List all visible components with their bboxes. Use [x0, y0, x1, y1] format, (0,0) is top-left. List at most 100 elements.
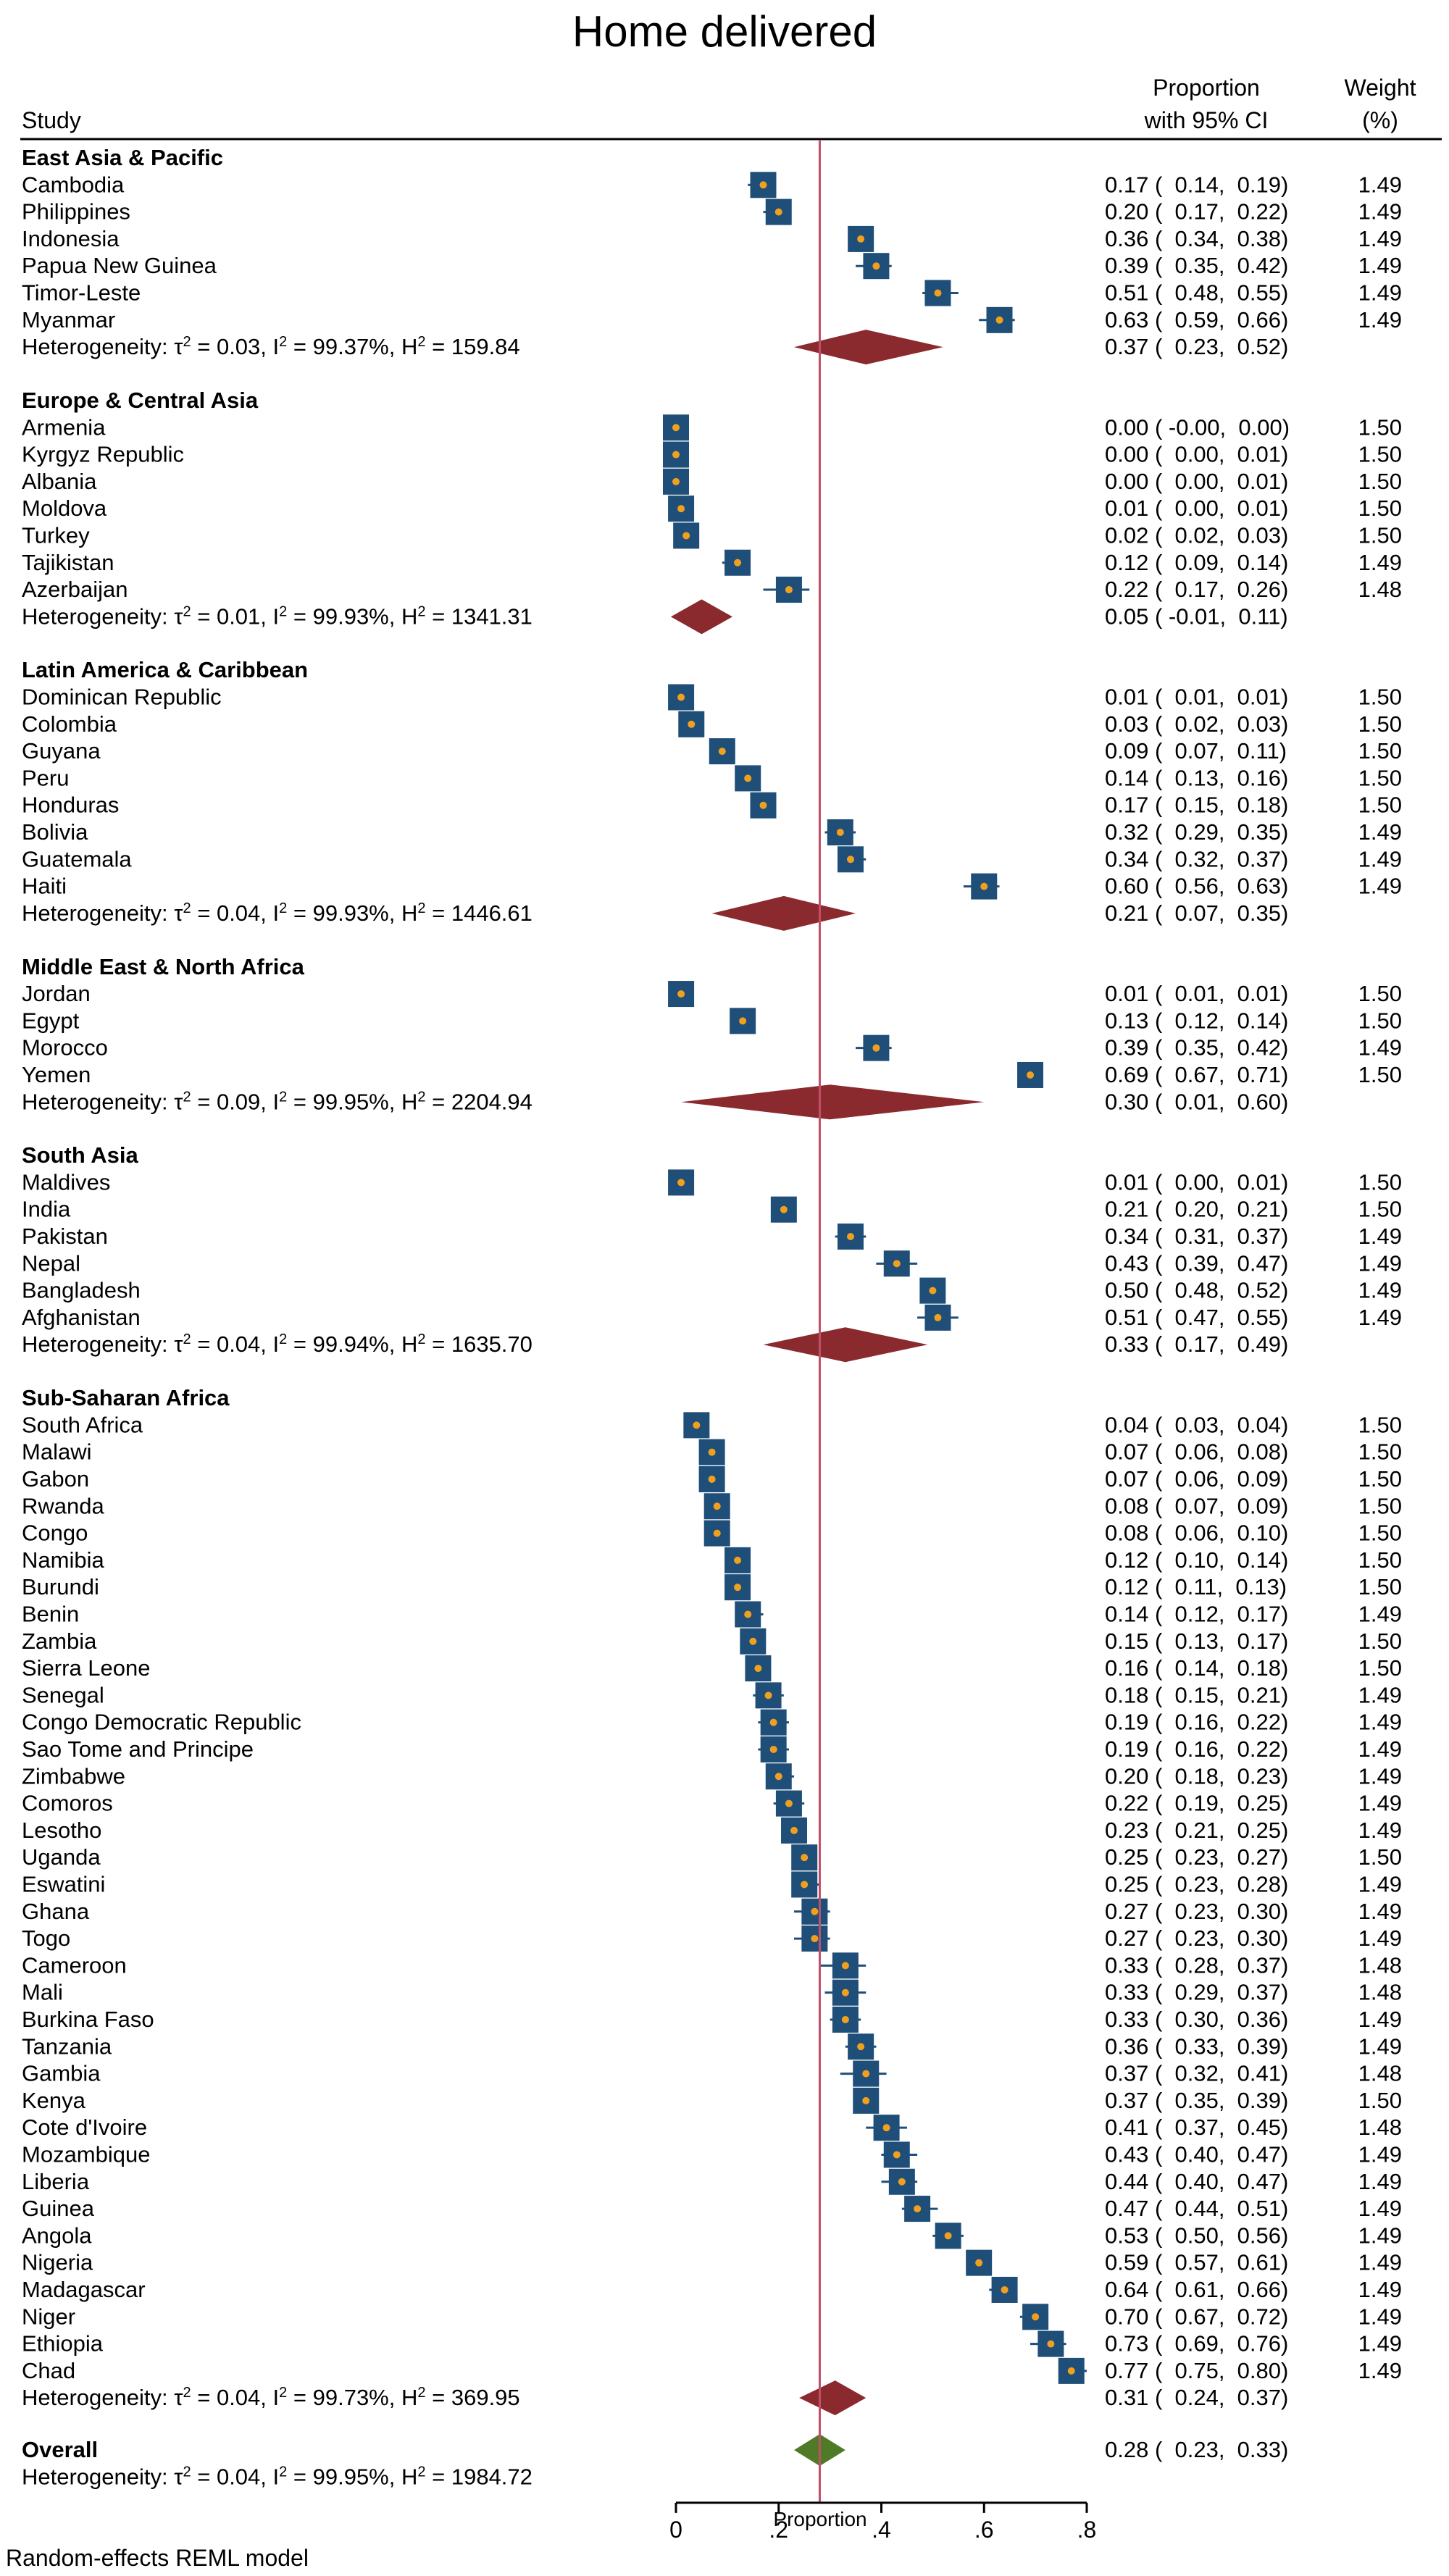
study-row: Mali 0.33 ( 0.29, 0.37) 1.48 [22, 1979, 1402, 2006]
study-label: Congo Democratic Republic [22, 1710, 301, 1735]
study-label: Papua New Guinea [22, 253, 217, 278]
study-label: Guatemala [22, 846, 132, 871]
study-point [934, 289, 942, 297]
study-ci: 0.20 ( 0.18, 0.23) [1105, 1763, 1288, 1789]
study-label: Zambia [22, 1628, 97, 1654]
study-weight: 1.49 [1358, 874, 1402, 899]
study-label: Turkey [22, 522, 90, 548]
study-ci: 0.60 ( 0.56, 0.63) [1105, 874, 1288, 899]
study-row: Senegal 0.18 ( 0.15, 0.21) 1.49 [22, 1682, 1402, 1709]
study-weight: 1.49 [1358, 2196, 1402, 2221]
study-point [672, 477, 680, 485]
study-ci: 0.36 ( 0.33, 0.39) [1105, 2033, 1288, 2059]
study-weight: 1.49 [1358, 1601, 1402, 1626]
study-ci: 0.23 ( 0.21, 0.25) [1105, 1818, 1288, 1843]
study-row: Kenya 0.37 ( 0.35, 0.39) 1.50 [22, 2087, 1402, 2114]
study-weight: 1.49 [1358, 199, 1402, 225]
study-label: Dominican Republic [22, 685, 222, 710]
heterogeneity-stats: Heterogeneity: τ2 = 0.09, I2 = 99.95%, H… [22, 1089, 533, 1114]
study-ci: 0.39 ( 0.35, 0.42) [1105, 1035, 1288, 1061]
study-ci: 0.22 ( 0.19, 0.25) [1105, 1791, 1288, 1816]
study-row: Azerbaijan 0.22 ( 0.17, 0.26) 1.48 [22, 577, 1402, 603]
study-weight: 1.49 [1358, 2169, 1402, 2194]
subgroup-title: Sub-Saharan Africa [22, 1385, 230, 1410]
study-row: Uganda 0.25 ( 0.23, 0.27) 1.50 [22, 1844, 1402, 1871]
study-point [836, 829, 844, 837]
study-ci: 0.01 ( 0.01, 0.01) [1105, 981, 1288, 1006]
study-row: Colombia 0.03 ( 0.02, 0.03) 1.50 [22, 711, 1402, 737]
study-point [693, 1421, 701, 1429]
study-ci: 0.19 ( 0.16, 0.22) [1105, 1736, 1288, 1762]
study-weight: 1.50 [1358, 711, 1402, 737]
study-weight: 1.49 [1358, 1791, 1402, 1816]
study-label: Uganda [22, 1844, 101, 1870]
study-point [1027, 1071, 1035, 1079]
study-point [734, 559, 742, 566]
study-ci: 0.00 ( 0.00, 0.01) [1105, 469, 1288, 494]
study-label: Yemen [22, 1062, 91, 1087]
study-point [801, 1881, 809, 1889]
study-weight: 1.49 [1358, 2007, 1402, 2032]
study-row: Namibia 0.12 ( 0.10, 0.14) 1.50 [22, 1547, 1402, 1573]
study-label: Guyana [22, 738, 101, 764]
study-label: Sao Tome and Principe [22, 1736, 254, 1762]
study-ci: 0.17 ( 0.15, 0.18) [1105, 793, 1288, 818]
study-row: Bangladesh 0.50 ( 0.48, 0.52) 1.49 [22, 1277, 1402, 1304]
study-point [872, 1044, 880, 1052]
study-ci: 0.50 ( 0.48, 0.52) [1105, 1278, 1288, 1303]
subgroup-ci: 0.31 ( 0.24, 0.37) [1105, 2385, 1288, 2410]
study-point [811, 1935, 819, 1943]
study-row: Pakistan 0.34 ( 0.31, 0.37) 1.49 [22, 1224, 1402, 1250]
study-point [713, 1502, 721, 1510]
study-point [841, 1989, 849, 1996]
study-weight: 1.49 [1358, 1925, 1402, 1951]
study-label: Egypt [22, 1008, 80, 1033]
study-ci: 0.13 ( 0.12, 0.14) [1105, 1008, 1288, 1033]
study-point [914, 2205, 922, 2213]
study-point [672, 424, 680, 432]
study-label: Pakistan [22, 1224, 108, 1249]
subgroup-summary: Heterogeneity: τ2 = 0.04, I2 = 99.73%, H… [22, 2380, 1288, 2416]
study-weight: 1.49 [1358, 280, 1402, 306]
subgroup-title: East Asia & Pacific [22, 145, 223, 170]
study-ci: 0.09 ( 0.07, 0.11) [1105, 738, 1287, 764]
overall-title: Overall [22, 2437, 98, 2462]
study-row: Guyana 0.09 ( 0.07, 0.11) 1.50 [22, 738, 1402, 765]
study-row: South Africa 0.04 ( 0.03, 0.04) 1.50 [22, 1412, 1402, 1439]
subgroup-diamond [794, 330, 943, 365]
study-ci: 0.04 ( 0.03, 0.04) [1105, 1412, 1288, 1437]
study-weight: 1.50 [1358, 1574, 1402, 1599]
study-label: Albania [22, 469, 97, 494]
study-row: Nepal 0.43 ( 0.39, 0.47) 1.49 [22, 1250, 1402, 1277]
study-weight: 1.50 [1358, 1493, 1402, 1518]
study-weight: 1.50 [1358, 1547, 1402, 1573]
overall-heterogeneity-stats: Heterogeneity: τ2 = 0.04, I2 = 99.95%, H… [22, 2464, 533, 2489]
x-tick-label: .8 [1077, 2517, 1097, 2543]
study-label: Congo [22, 1521, 88, 1546]
study-row: Maldives 0.01 ( 0.00, 0.01) 1.50 [22, 1169, 1402, 1196]
study-weight: 1.50 [1358, 1655, 1402, 1681]
study-row: Myanmar 0.63 ( 0.59, 0.66) 1.49 [22, 306, 1402, 333]
study-point [1067, 2367, 1075, 2375]
study-row: Zimbabwe 0.20 ( 0.18, 0.23) 1.49 [22, 1763, 1402, 1790]
study-label: Indonesia [22, 226, 120, 251]
study-point [672, 451, 680, 459]
study-ci: 0.22 ( 0.17, 0.26) [1105, 577, 1288, 602]
study-ci: 0.34 ( 0.31, 0.37) [1105, 1224, 1288, 1249]
study-row: Madagascar 0.64 ( 0.61, 0.66) 1.49 [22, 2276, 1402, 2303]
study-point [929, 1287, 937, 1295]
study-weight: 1.50 [1358, 1062, 1402, 1087]
study-row: Nigeria 0.59 ( 0.57, 0.61) 1.49 [22, 2249, 1402, 2276]
study-weight: 1.49 [1358, 1871, 1402, 1897]
chart-title: Home delivered [572, 7, 877, 56]
study-row: Liberia 0.44 ( 0.40, 0.47) 1.49 [22, 2168, 1402, 2195]
study-label: Kyrgyz Republic [22, 442, 184, 467]
study-label: Honduras [22, 793, 119, 818]
study-row: Sierra Leone 0.16 ( 0.14, 0.18) 1.50 [22, 1655, 1402, 1682]
study-row: Benin 0.14 ( 0.12, 0.17) 1.49 [22, 1601, 1402, 1628]
study-weight: 1.50 [1358, 685, 1402, 710]
study-row: Kyrgyz Republic 0.00 ( 0.00, 0.01) 1.50 [22, 441, 1402, 468]
